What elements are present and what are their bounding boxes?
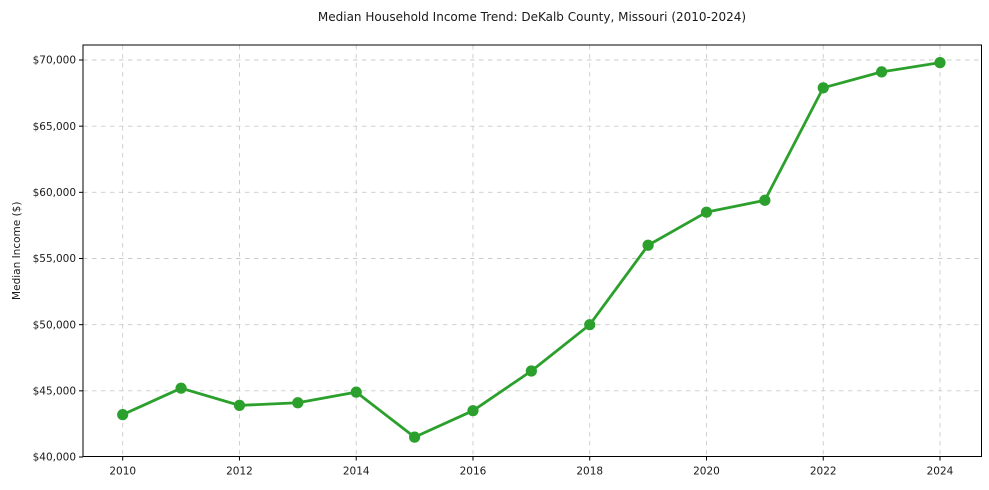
y-tick-label: $55,000 xyxy=(33,253,76,265)
data-point-2020 xyxy=(700,206,713,218)
y-tick-label: $65,000 xyxy=(33,121,76,133)
data-point-2010 xyxy=(117,409,129,421)
chart-title: Median Household Income Trend: DeKalb Co… xyxy=(318,10,746,24)
x-tick-label: 2024 xyxy=(927,466,954,478)
x-tick-label: 2022 xyxy=(810,466,837,478)
data-point-2012 xyxy=(233,399,246,411)
x-tick-label: 2020 xyxy=(693,466,720,478)
data-point-2018 xyxy=(584,319,596,331)
y-axis-label: Median Income ($) xyxy=(11,202,23,300)
y-tick-label: $50,000 xyxy=(33,319,76,331)
data-point-2011 xyxy=(175,382,187,394)
y-tick-label: $40,000 xyxy=(33,452,76,464)
x-tick-label: 2014 xyxy=(343,466,370,478)
data-point-2014 xyxy=(350,386,362,398)
data-point-2023 xyxy=(876,66,888,78)
axes xyxy=(82,44,982,457)
y-axis-tick-labels: $40,000 $45,000 $50,000 $55,000 $60,000 $65,0… xyxy=(33,55,76,464)
plot-border xyxy=(82,44,982,457)
tick-marks xyxy=(79,59,941,461)
income-line-series xyxy=(121,61,942,439)
x-tick-label: 2018 xyxy=(576,466,603,478)
data-point-2019 xyxy=(642,239,654,251)
data-point-2015 xyxy=(408,431,421,443)
y-tick-label: $70,000 xyxy=(33,55,76,67)
y-tick-label: $60,000 xyxy=(33,187,76,199)
data-point-2021 xyxy=(759,194,771,206)
data-point-2017 xyxy=(525,365,537,377)
data-point-2022 xyxy=(817,82,829,94)
data-point-2013 xyxy=(292,397,304,409)
data-point-markers xyxy=(117,57,946,443)
x-tick-label: 2012 xyxy=(226,466,253,478)
x-tick-label: 2016 xyxy=(460,466,487,478)
data-point-2024 xyxy=(934,57,946,69)
x-axis-tick-labels: 2010 2012 2014 2016 2018 2020 2022 2024 xyxy=(109,466,953,478)
x-tick-label: 2010 xyxy=(109,466,136,478)
y-tick-label: $45,000 xyxy=(33,385,76,397)
data-point-2016 xyxy=(467,405,479,417)
gridlines xyxy=(83,45,982,457)
income-trend-line xyxy=(121,61,942,439)
